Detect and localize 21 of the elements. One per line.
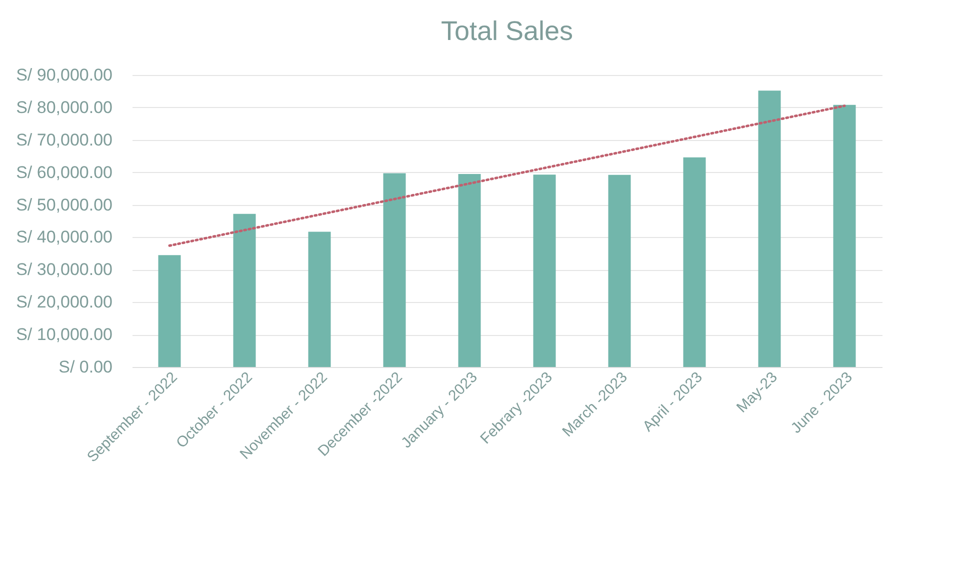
y-tick-label: S/ 40,000.00: [16, 228, 112, 247]
y-tick-label: S/ 50,000.00: [16, 195, 112, 214]
y-tick-label: S/ 90,000.00: [16, 66, 112, 84]
y-tick-label: S/ 70,000.00: [16, 130, 112, 150]
chart-title: Total Sales: [440, 16, 574, 46]
bar: [158, 255, 181, 367]
y-tick-label: S/ 0.00: [58, 358, 112, 376]
y-tick-label: S/ 10,000.00: [16, 325, 112, 344]
bar: [758, 90, 781, 367]
bar: [458, 174, 481, 367]
y-tick-label: S/ 60,000.00: [16, 162, 112, 182]
y-tick-label: S/ 80,000.00: [16, 98, 112, 117]
bar: [383, 173, 406, 367]
bar: [608, 174, 631, 367]
bar: [683, 157, 706, 367]
bar: [308, 232, 331, 367]
bar: [533, 174, 556, 367]
y-tick-label: S/ 20,000.00: [16, 292, 112, 312]
y-tick-label: S/ 30,000.00: [16, 260, 112, 280]
bar: [233, 214, 256, 367]
bar: [833, 104, 856, 367]
